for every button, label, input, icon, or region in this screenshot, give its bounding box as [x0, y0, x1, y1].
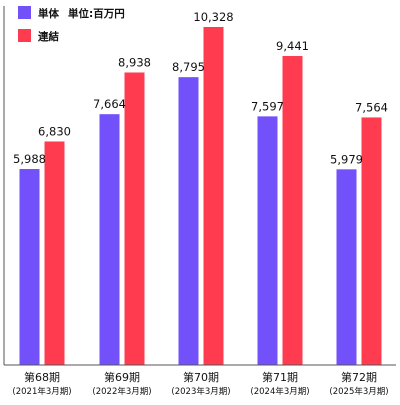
x-tick-sublabel-4: (2024年3月期)	[250, 386, 309, 397]
x-tick-labels-group: 第68期 (2021年3月期) 第69期 (2022年3月期) 第70期 (2023年3月…	[12, 370, 388, 397]
value-label-tantai-5: 5,979	[330, 152, 363, 166]
bar-tantai-2	[99, 114, 120, 365]
legend-swatch-renketsu	[18, 29, 31, 42]
x-tick-sublabel-1: (2021年3月期)	[12, 386, 71, 397]
value-label-renketsu-2: 8,938	[118, 55, 151, 69]
bar-tantai-4	[257, 116, 278, 365]
bar-renketsu-1	[44, 141, 65, 365]
x-tick-label-5: 第72期	[341, 370, 377, 384]
bar-renketsu-3	[203, 26, 224, 365]
x-tick-label-2: 第69期	[104, 370, 140, 384]
legend: 単体 単位:百万円 連結	[18, 6, 125, 43]
x-tick-label-4: 第71期	[262, 370, 298, 384]
x-tick-sublabel-3: (2023年3月期)	[171, 386, 230, 397]
bar-renketsu-2	[124, 72, 145, 365]
x-tick-sublabel-5: (2025年3月期)	[329, 386, 388, 397]
value-labels-group: 5,988 6,830 7,664 8,938 8,795 10,328 7,597 9,44…	[13, 10, 388, 166]
value-label-tantai-1: 5,988	[13, 152, 46, 166]
legend-swatch-tantai	[18, 6, 31, 19]
x-tick-sublabel-2: (2022年3月期)	[92, 386, 151, 397]
unit-label: 単位:百万円	[68, 7, 125, 20]
bar-tantai-5	[336, 169, 357, 365]
value-label-tantai-2: 7,664	[93, 97, 126, 111]
value-label-renketsu-4: 9,441	[276, 39, 309, 53]
legend-label-tantai: 単体	[38, 7, 59, 20]
bar-renketsu-4	[282, 56, 303, 365]
x-tick-label-1: 第68期	[24, 370, 60, 384]
bar-renketsu-5	[361, 117, 382, 365]
value-label-tantai-3: 8,795	[172, 60, 205, 74]
bar-tantai-1	[19, 169, 40, 365]
value-label-renketsu-3: 10,328	[193, 10, 233, 24]
value-label-tantai-4: 7,597	[251, 99, 284, 113]
bars-group	[19, 26, 382, 365]
value-label-renketsu-1: 6,830	[38, 124, 71, 138]
bar-tantai-3	[178, 77, 199, 365]
legend-label-renketsu: 連結	[38, 30, 59, 43]
value-label-renketsu-5: 7,564	[355, 100, 388, 114]
x-tick-label-3: 第70期	[183, 370, 219, 384]
